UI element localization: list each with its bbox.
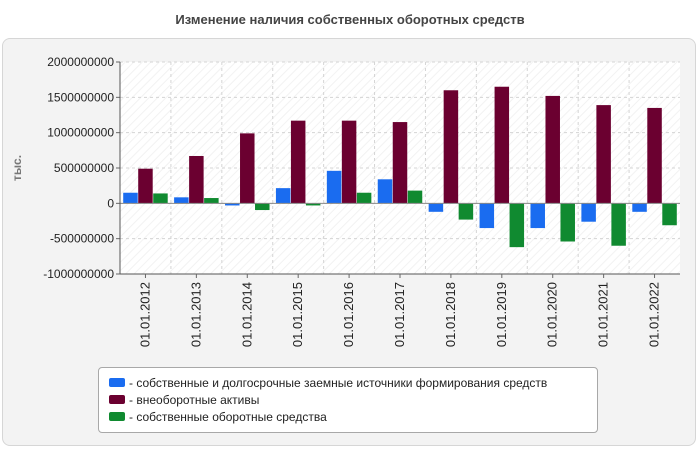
bar (581, 203, 596, 222)
bar (138, 168, 153, 204)
bar (611, 203, 626, 246)
bar (290, 120, 306, 204)
x-tick-label: 01.01.2020 (545, 282, 560, 347)
bar (189, 155, 204, 204)
x-tick-label: 01.01.2018 (443, 282, 458, 347)
legend-label-sources: - собственные и долгосрочные заемные ист… (129, 375, 548, 390)
legend-swatch-sources (109, 378, 125, 387)
bar (255, 203, 270, 211)
chart-title: Изменение наличия собственных оборотных … (175, 12, 525, 27)
bar (123, 192, 138, 204)
bar (392, 122, 408, 204)
x-tick-label: 01.01.2022 (647, 282, 662, 347)
x-tick-label: 01.01.2014 (239, 282, 254, 347)
x-tick-label: 01.01.2013 (188, 282, 203, 347)
bar (326, 170, 342, 204)
y-tick-label: 1000000000 (47, 126, 114, 140)
legend-item-noncurrent-assets: - внеоборотные активы (109, 391, 597, 408)
x-tick-label: 01.01.2017 (392, 282, 407, 347)
legend-item-working-capital: - собственные оборотные средства (109, 408, 597, 425)
bar (632, 203, 647, 212)
bar (479, 203, 495, 229)
x-tick-label: 01.01.2016 (341, 282, 356, 347)
bar (407, 190, 423, 204)
bar (356, 192, 372, 204)
legend-item-sources: - собственные и долгосрочные заемные ист… (109, 374, 597, 391)
legend-label-noncurrent-assets: - внеоборотные активы (129, 392, 260, 407)
legend-label-working-capital: - собственные оборотные средства (129, 409, 327, 424)
bar (509, 203, 525, 248)
bar (225, 203, 240, 206)
y-tick-label: 500000000 (54, 161, 114, 175)
bar (662, 203, 677, 226)
y-tick-label: -1000000000 (43, 267, 114, 281)
bar (153, 193, 168, 204)
bar (341, 120, 357, 204)
legend: - собственные и долгосрочные заемные ист… (98, 367, 598, 433)
bar (240, 133, 255, 204)
legend-swatch-noncurrent-assets (109, 395, 125, 404)
bar (443, 90, 459, 204)
bar (204, 198, 219, 204)
bar (560, 203, 575, 242)
bar (647, 107, 662, 204)
x-tick-label: 01.01.2015 (290, 282, 305, 347)
bar (305, 203, 321, 206)
bar (545, 95, 560, 204)
y-axis-label: тыс. (10, 155, 24, 181)
y-tick-label: -500000000 (50, 232, 114, 246)
bar (596, 105, 611, 204)
bar (530, 203, 545, 229)
y-tick-label: 0 (107, 196, 114, 210)
x-tick-label: 01.01.2012 (137, 282, 152, 347)
bar (275, 188, 291, 204)
bar (494, 86, 510, 204)
bar (458, 203, 474, 220)
x-tick-label: 01.01.2019 (494, 282, 509, 347)
y-tick-label: 1500000000 (47, 90, 114, 104)
y-tick-label: 2000000000 (47, 55, 114, 69)
bar (428, 203, 444, 212)
bar (377, 179, 393, 204)
legend-swatch-working-capital (109, 412, 125, 421)
bar (174, 197, 189, 204)
x-tick-label: 01.01.2021 (596, 282, 611, 347)
